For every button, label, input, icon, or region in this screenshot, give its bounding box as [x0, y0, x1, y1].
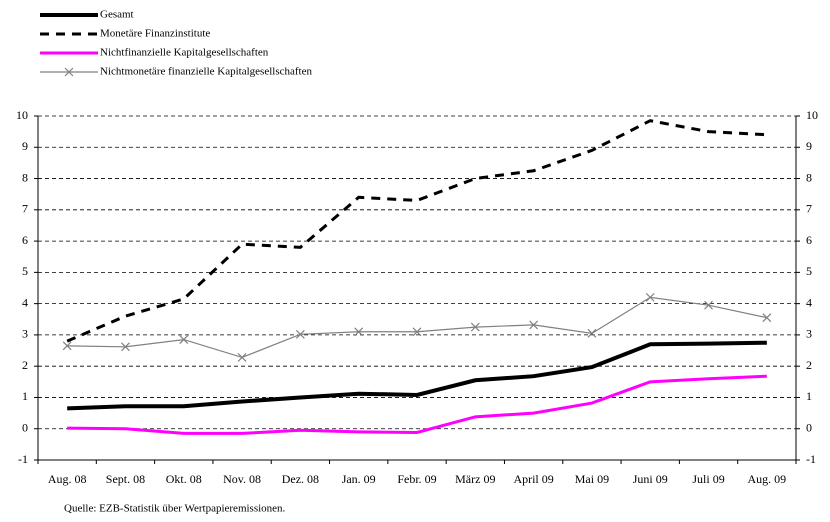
marker	[121, 342, 130, 352]
x-tick-label: Juni 09	[633, 472, 668, 486]
y2-tick-label: 1	[806, 389, 812, 403]
x-tick-label: Febr. 09	[397, 472, 436, 486]
series-line	[67, 374, 767, 435]
y2-tick-label: 10	[806, 108, 818, 122]
marker	[295, 329, 305, 339]
x-tick-label: April 09	[513, 472, 553, 486]
series-line	[67, 340, 767, 411]
legend-label: Gesamt	[100, 9, 134, 21]
y-tick-label: 10	[16, 108, 28, 122]
x-tick-label: Jan. 09	[342, 472, 376, 486]
x-tick-label: Nov. 08	[223, 472, 261, 486]
x-tick-label: Dez. 08	[282, 472, 319, 486]
marker	[354, 327, 364, 337]
y-tick-label: 9	[22, 139, 28, 153]
marker	[62, 341, 72, 351]
y2-tick-label: 6	[806, 233, 812, 247]
x-tick-label: Aug. 09	[748, 472, 787, 486]
y2-tick-label: 0	[806, 420, 812, 434]
marker	[587, 328, 597, 338]
y2-tick-label: 9	[806, 139, 812, 153]
y-tick-label: 0	[22, 420, 28, 434]
series-line	[66, 119, 767, 343]
y-tick-label: 2	[22, 358, 28, 372]
y2-tick-label: -1	[806, 452, 816, 466]
y-tick-label: 1	[22, 389, 28, 403]
marker	[529, 320, 539, 330]
y-tick-label: 7	[22, 202, 28, 216]
y2-tick-label: 8	[806, 170, 812, 184]
x-tick-label: Juli 09	[692, 472, 724, 486]
y-tick-label: 6	[22, 233, 28, 247]
y2-tick-label: 2	[806, 358, 812, 372]
y2-tick-label: 5	[806, 264, 812, 278]
y2-tick-label: 3	[806, 327, 812, 341]
y-tick-label: -1	[18, 452, 28, 466]
x-tick-label: Mai 09	[575, 472, 609, 486]
y2-tick-label: 7	[806, 202, 812, 216]
source-note: Quelle: EZB-Statistik über Wertpapieremi…	[64, 503, 286, 515]
legend: Gesamt Monetäre Finanzinstitute Nichtfinan…	[40, 9, 312, 78]
marker	[470, 322, 480, 332]
x-tick-label: März 09	[455, 472, 495, 486]
y-tick-label: 4	[22, 295, 28, 309]
marker	[645, 292, 655, 302]
x-tick-label: Okt. 08	[166, 472, 202, 486]
y2-tick-label: 4	[806, 295, 812, 309]
x-tick-label: Sept. 08	[106, 472, 145, 486]
series-line	[67, 296, 767, 359]
marker	[179, 335, 189, 345]
y-tick-label: 3	[22, 327, 28, 341]
marker	[762, 313, 772, 323]
marker	[412, 327, 422, 337]
marker	[237, 353, 247, 362]
x-tick-label: Aug. 08	[48, 472, 87, 486]
legend-label: Monetäre Finanzinstitute	[100, 28, 210, 40]
legend-label: Nichtfinanzielle Kapitalgesellschaften	[100, 47, 269, 59]
y-tick-label: 8	[22, 170, 28, 184]
legend-marker	[64, 67, 74, 77]
marker	[704, 300, 713, 310]
y-tick-label: 5	[22, 264, 28, 278]
legend-label: Nichtmonetäre finanzielle Kapitalgesells…	[100, 66, 312, 78]
